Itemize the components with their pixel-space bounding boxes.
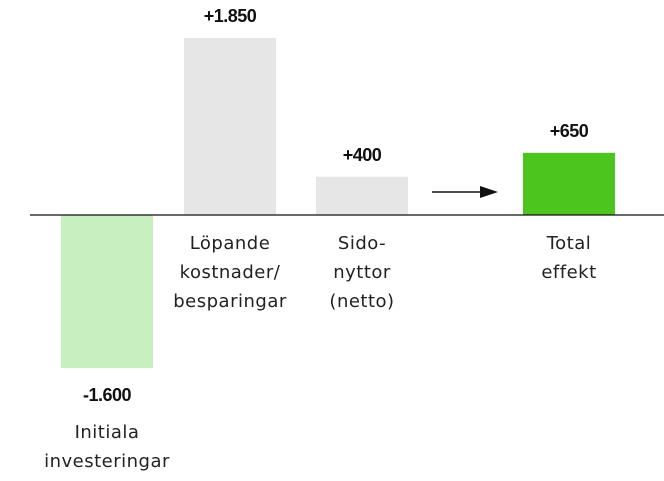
arrow-head — [480, 186, 498, 198]
bar — [184, 38, 276, 215]
value-label: -1.600 — [82, 385, 132, 406]
category-label: Initiala investeringar — [44, 422, 170, 473]
bar — [316, 176, 408, 215]
bar — [523, 152, 615, 215]
bar — [61, 215, 153, 369]
category-label: Löpande kostnader/ besparingar — [173, 233, 287, 312]
category-label: Total effekt — [541, 233, 597, 283]
value-label: +400 — [342, 144, 382, 165]
value-label: +650 — [549, 120, 589, 141]
category-label: Sido- nyttor (netto) — [329, 233, 395, 312]
value-label: +1.850 — [203, 6, 257, 26]
